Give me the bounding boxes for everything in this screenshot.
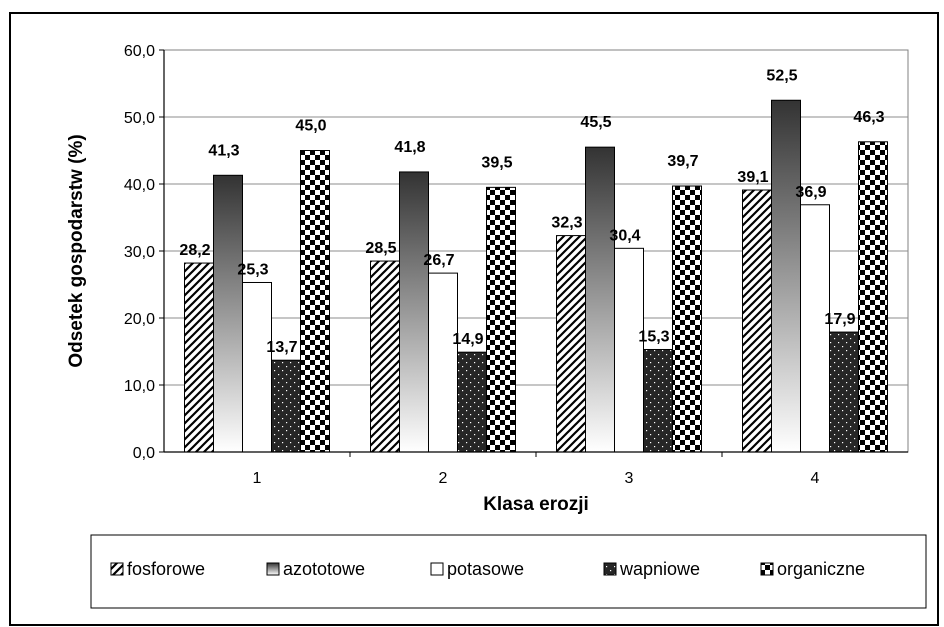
legend: fosforowe azototowe potasowe wapniowe organi…	[110, 559, 865, 579]
data-label-fosforowe-4: 39,1	[737, 169, 768, 186]
data-label-fosforowe-2: 28,5	[365, 240, 396, 257]
bar-organiczne-2	[486, 186, 516, 453]
data-label-wapniowe-4: 17,9	[824, 311, 855, 328]
y-tick-label: 30,0	[124, 244, 155, 261]
legend-item-wapniowe: wapniowe	[603, 559, 700, 579]
data-label-potasowe-2: 26,7	[423, 252, 454, 269]
data-label-organiczne-1: 45,0	[295, 118, 326, 135]
y-tick-labels: 0,0 10,0 20,0 30,0 40,0 50,0 60,0	[124, 43, 155, 462]
bar-fosforowe-2	[370, 260, 400, 453]
data-label-azototowe-2: 41,8	[394, 139, 425, 156]
bar-potasowe-2	[428, 272, 458, 453]
data-label-wapniowe-3: 15,3	[638, 328, 669, 345]
y-tick-label: 40,0	[124, 177, 155, 194]
data-label-organiczne-3: 39,7	[667, 153, 698, 170]
bar-azototowe-1	[213, 174, 243, 453]
legend-swatch	[430, 562, 444, 576]
legend-swatch	[603, 562, 617, 576]
y-tick-label: 60,0	[124, 43, 155, 60]
legend-label: wapniowe	[619, 559, 700, 579]
bar-potasowe-3	[614, 247, 644, 453]
bar-wapniowe-3	[643, 348, 673, 453]
bar-potasowe-1	[242, 281, 272, 453]
data-label-potasowe-4: 36,9	[795, 184, 826, 201]
legend-item-organiczne: organiczne	[760, 559, 865, 579]
bar-wapniowe-4	[829, 331, 859, 453]
data-label-organiczne-4: 46,3	[853, 109, 884, 126]
legend-swatch	[110, 562, 124, 576]
legend-box	[90, 534, 927, 609]
legend-label: potasowe	[447, 559, 524, 579]
data-label-azototowe-4: 52,5	[766, 67, 797, 84]
legend-item-fosforowe: fosforowe	[110, 559, 205, 579]
data-label-fosforowe-3: 32,3	[551, 215, 582, 232]
data-label-fosforowe-1: 28,2	[179, 242, 210, 259]
bar-azototowe-4	[771, 99, 801, 453]
legend-item-azototowe: azototowe	[266, 559, 365, 579]
legend-label: organiczne	[777, 559, 865, 579]
legend-item-potasowe: potasowe	[430, 559, 524, 579]
bar-organiczne-3	[672, 185, 702, 453]
data-labels: 28,2 41,3 25,3 13,7 45,0 28,5 41,8 26,7 14,9 39,5…	[179, 67, 884, 356]
bar-azototowe-3	[585, 146, 615, 453]
y-tick-label: 20,0	[124, 311, 155, 328]
x-axis-title: Klasa erozji	[483, 494, 589, 515]
bar-fosforowe-1	[184, 262, 214, 453]
bar-organiczne-1	[300, 150, 330, 453]
bar-azototowe-2	[399, 171, 429, 453]
data-label-potasowe-1: 25,3	[237, 261, 268, 278]
legend-label: fosforowe	[127, 559, 205, 579]
y-axis-title: Odsetek gospodarstw (%)	[66, 134, 87, 367]
bar-organiczne-4	[858, 141, 888, 453]
data-label-azototowe-1: 41,3	[208, 142, 239, 159]
y-tick-label: 0,0	[133, 445, 155, 462]
data-label-potasowe-3: 30,4	[609, 227, 640, 244]
legend-swatch	[266, 562, 280, 576]
bar-wapniowe-2	[457, 351, 487, 453]
bar-wapniowe-1	[271, 359, 301, 453]
data-label-azototowe-3: 45,5	[580, 114, 611, 131]
x-tick-label: 3	[625, 470, 634, 487]
bar-fosforowe-4	[742, 189, 772, 453]
data-label-wapniowe-2: 14,9	[452, 331, 483, 348]
bar-fosforowe-3	[556, 235, 586, 453]
y-tick-label: 10,0	[124, 378, 155, 395]
x-tick-label: 2	[439, 470, 448, 487]
bar-series-group	[184, 99, 888, 453]
y-tick-label: 50,0	[124, 110, 155, 127]
x-tick-label: 4	[811, 470, 820, 487]
legend-label: azototowe	[283, 559, 365, 579]
data-label-wapniowe-1: 13,7	[266, 339, 297, 356]
legend-swatch	[760, 562, 774, 576]
bar-potasowe-4	[800, 204, 830, 453]
x-tick-labels: 1 2 3 4	[253, 470, 820, 487]
data-label-organiczne-2: 39,5	[481, 154, 512, 171]
axes	[159, 49, 908, 457]
x-tick-label: 1	[253, 470, 262, 487]
